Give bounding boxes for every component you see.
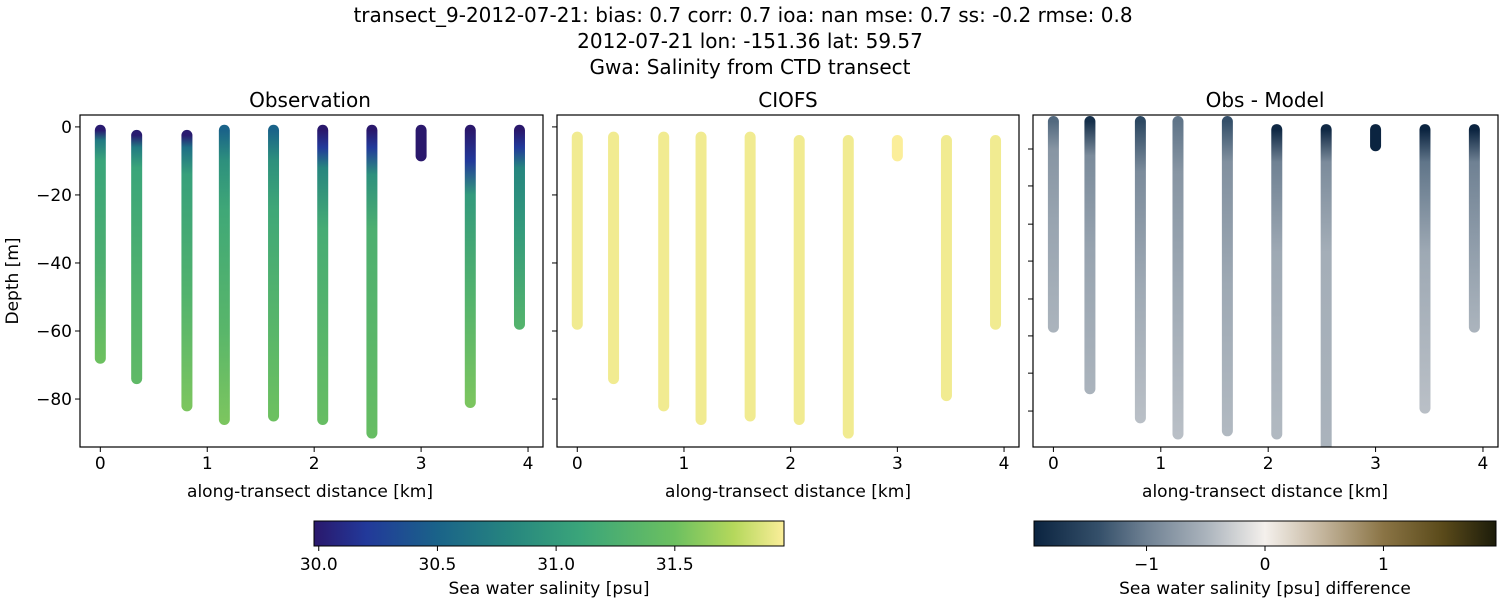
profile-column-ciofs-7 bbox=[891, 135, 903, 162]
y-tick-label: −60 bbox=[36, 322, 72, 342]
panel-title-difference: Obs - Model bbox=[1206, 88, 1325, 112]
x-tick-label-observation: 0 bbox=[95, 454, 106, 474]
colorbar-tick-label: 31.5 bbox=[656, 555, 694, 575]
profile-column-observation-9 bbox=[513, 124, 525, 330]
profile-column-difference-4 bbox=[1221, 115, 1233, 437]
profile-column-difference-3 bbox=[1172, 115, 1184, 440]
x-tick-label-ciofs: 3 bbox=[892, 454, 903, 474]
colorbar-tick-label: 31.0 bbox=[537, 555, 575, 575]
profile-column-observation-2 bbox=[181, 129, 193, 412]
plot-area-observation bbox=[94, 124, 525, 439]
figure-title-line-1: transect_9-2012-07-21: bias: 0.7 corr: 0… bbox=[353, 3, 1132, 27]
y-tick-label: 0 bbox=[61, 118, 72, 138]
profile-column-difference-5 bbox=[1271, 124, 1283, 440]
x-tick-label-observation: 4 bbox=[523, 454, 534, 474]
profile-column-difference-7 bbox=[1370, 124, 1382, 152]
y-tick-label: −40 bbox=[36, 254, 72, 274]
panel-title-ciofs: CIOFS bbox=[758, 88, 817, 112]
profile-column-ciofs-6 bbox=[842, 135, 854, 439]
profile-column-ciofs-8 bbox=[940, 135, 952, 402]
profile-column-difference-0 bbox=[1047, 115, 1059, 333]
profile-column-difference-9 bbox=[1468, 124, 1480, 333]
colorbar-tick-label: 1 bbox=[1378, 555, 1389, 575]
colorbar-1 bbox=[1033, 520, 1497, 547]
profile-column-observation-3 bbox=[218, 124, 230, 425]
profile-column-difference-8 bbox=[1419, 124, 1431, 414]
x-tick-label-observation: 2 bbox=[309, 454, 320, 474]
profile-column-observation-8 bbox=[464, 124, 476, 408]
profile-column-difference-1 bbox=[1084, 115, 1096, 395]
colorbar-tick-label: 0 bbox=[1260, 555, 1271, 575]
x-tick-label-ciofs: 2 bbox=[785, 454, 796, 474]
profile-column-observation-0 bbox=[94, 124, 106, 364]
x-tick-label-difference: 3 bbox=[1370, 454, 1381, 474]
axes-frame-observation bbox=[79, 114, 544, 448]
colorbar-label-difference: Sea water salinity [psu] difference bbox=[1119, 579, 1411, 599]
x-axis-label-ciofs: along-transect distance [km] bbox=[665, 482, 911, 502]
colorbar-tick-label: −1 bbox=[1134, 555, 1159, 575]
colorbar-0 bbox=[313, 520, 785, 547]
y-tick-label: −80 bbox=[36, 390, 72, 410]
profile-column-ciofs-3 bbox=[695, 131, 707, 425]
profile-column-ciofs-1 bbox=[608, 131, 620, 385]
colorbar-tick-label: 30.0 bbox=[300, 555, 338, 575]
profile-column-ciofs-4 bbox=[744, 131, 756, 422]
profile-column-observation-6 bbox=[366, 124, 378, 439]
profile-column-ciofs-0 bbox=[571, 131, 583, 330]
x-tick-label-difference: 1 bbox=[1155, 454, 1166, 474]
x-axis-label-difference: along-transect distance [km] bbox=[1142, 482, 1388, 502]
profile-column-ciofs-2 bbox=[658, 131, 670, 412]
figure-title-line-3: Gwa: Salinity from CTD transect bbox=[590, 55, 911, 79]
x-tick-label-difference: 2 bbox=[1263, 454, 1274, 474]
profile-column-observation-4 bbox=[268, 124, 280, 422]
profile-column-observation-1 bbox=[131, 129, 143, 385]
y-tick-label: −20 bbox=[36, 186, 72, 206]
x-tick-label-ciofs: 0 bbox=[572, 454, 583, 474]
x-tick-label-observation: 3 bbox=[416, 454, 427, 474]
x-tick-label-ciofs: 1 bbox=[679, 454, 690, 474]
colorbar-label-salinity: Sea water salinity [psu] bbox=[449, 579, 650, 599]
profile-column-ciofs-9 bbox=[990, 135, 1002, 330]
y-axis-label: Depth [m] bbox=[3, 237, 23, 324]
x-tick-label-difference: 0 bbox=[1048, 454, 1059, 474]
profile-column-observation-5 bbox=[317, 124, 329, 425]
panel-title-observation: Observation bbox=[249, 88, 371, 112]
plot-area-difference bbox=[1047, 115, 1480, 447]
figure-title-line-2: 2012-07-21 lon: -151.36 lat: 59.57 bbox=[577, 29, 923, 53]
profile-column-observation-7 bbox=[415, 124, 427, 162]
profile-column-ciofs-5 bbox=[793, 135, 805, 425]
axes-frame-difference bbox=[1032, 114, 1499, 448]
plot-area-ciofs bbox=[571, 131, 1002, 439]
x-axis-label-observation: along-transect distance [km] bbox=[187, 482, 433, 502]
profile-column-difference-2 bbox=[1134, 115, 1146, 424]
profile-column-difference-6 bbox=[1320, 124, 1332, 447]
colorbar-tick-label: 30.5 bbox=[419, 555, 457, 575]
x-tick-label-ciofs: 4 bbox=[999, 454, 1010, 474]
x-tick-label-observation: 1 bbox=[202, 454, 213, 474]
axes-frame-ciofs bbox=[556, 114, 1020, 448]
x-tick-label-difference: 4 bbox=[1478, 454, 1489, 474]
